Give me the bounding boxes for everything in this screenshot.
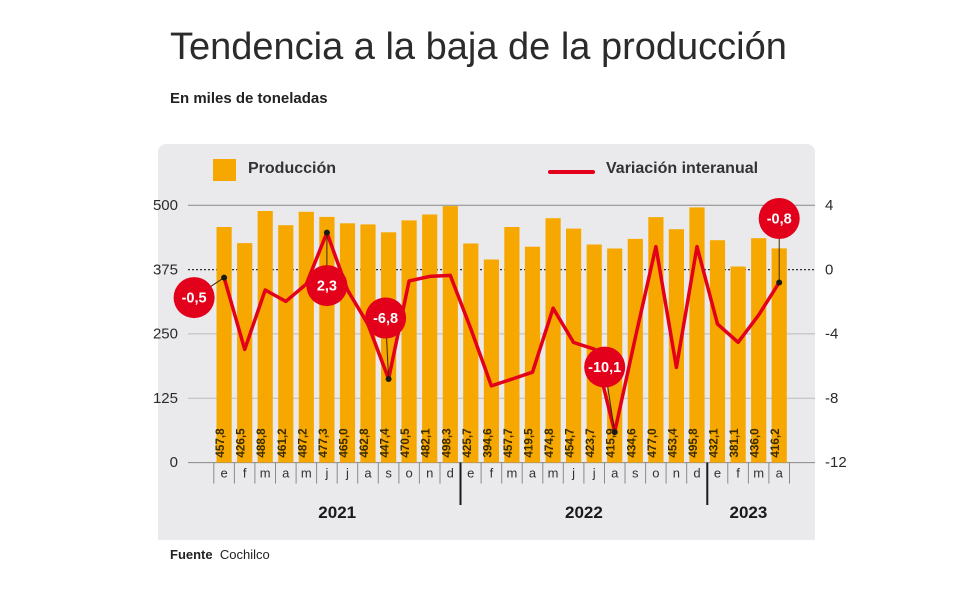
- svg-text:250: 250: [153, 326, 178, 343]
- svg-text:a: a: [776, 466, 784, 481]
- svg-text:s: s: [385, 466, 392, 481]
- svg-text:0: 0: [170, 454, 178, 471]
- svg-text:419,5: 419,5: [523, 428, 536, 458]
- svg-text:498,3: 498,3: [440, 428, 453, 458]
- svg-text:462,8: 462,8: [358, 428, 371, 458]
- svg-text:470,5: 470,5: [399, 428, 412, 458]
- svg-text:482,1: 482,1: [420, 428, 433, 458]
- svg-text:a: a: [364, 466, 372, 481]
- svg-text:500: 500: [153, 197, 178, 214]
- svg-text:-0,5: -0,5: [182, 291, 207, 307]
- svg-text:o: o: [652, 466, 659, 481]
- svg-text:m: m: [753, 466, 764, 481]
- svg-text:2022: 2022: [565, 503, 603, 522]
- svg-text:-12: -12: [825, 454, 847, 471]
- svg-text:2,3: 2,3: [317, 279, 337, 295]
- svg-text:o: o: [405, 466, 412, 481]
- svg-text:487,2: 487,2: [296, 428, 309, 458]
- svg-text:j: j: [345, 466, 349, 481]
- svg-text:-10,1: -10,1: [588, 360, 621, 376]
- svg-text:s: s: [632, 466, 639, 481]
- svg-text:416,2: 416,2: [769, 428, 782, 458]
- svg-text:423,7: 423,7: [584, 428, 597, 457]
- svg-text:-4: -4: [825, 326, 838, 343]
- svg-text:457,7: 457,7: [502, 428, 515, 457]
- svg-text:e: e: [714, 466, 721, 481]
- svg-text:e: e: [467, 466, 474, 481]
- svg-text:a: a: [282, 466, 290, 481]
- svg-text:j: j: [592, 466, 596, 481]
- svg-text:474,8: 474,8: [543, 428, 556, 458]
- svg-text:477,3: 477,3: [317, 428, 330, 458]
- svg-text:453,4: 453,4: [666, 428, 679, 458]
- svg-text:f: f: [736, 466, 740, 481]
- svg-text:447,4: 447,4: [379, 428, 392, 458]
- svg-text:f: f: [243, 466, 247, 481]
- svg-text:454,7: 454,7: [564, 428, 577, 457]
- svg-text:n: n: [673, 466, 680, 481]
- svg-text:488,8: 488,8: [255, 428, 268, 458]
- svg-text:e: e: [220, 466, 227, 481]
- svg-text:m: m: [548, 466, 559, 481]
- svg-text:465,0: 465,0: [338, 428, 351, 458]
- svg-text:-8: -8: [825, 390, 838, 407]
- svg-text:125: 125: [153, 390, 178, 407]
- svg-text:j: j: [571, 466, 575, 481]
- svg-text:434,6: 434,6: [625, 428, 638, 458]
- svg-text:0: 0: [825, 262, 833, 279]
- svg-text:2023: 2023: [729, 503, 767, 522]
- svg-text:n: n: [426, 466, 433, 481]
- svg-text:a: a: [611, 466, 619, 481]
- svg-text:477,0: 477,0: [646, 428, 659, 458]
- svg-text:-0,8: -0,8: [767, 212, 792, 228]
- svg-text:2021: 2021: [318, 503, 356, 522]
- svg-text:436,0: 436,0: [749, 428, 762, 458]
- svg-text:d: d: [447, 466, 454, 481]
- svg-text:4: 4: [825, 197, 833, 214]
- svg-text:j: j: [324, 466, 328, 481]
- svg-text:-6,8: -6,8: [373, 311, 398, 327]
- svg-text:m: m: [506, 466, 517, 481]
- svg-text:381,1: 381,1: [728, 428, 741, 458]
- svg-text:461,2: 461,2: [276, 428, 289, 458]
- svg-text:375: 375: [153, 262, 178, 279]
- svg-text:495,8: 495,8: [687, 428, 700, 458]
- svg-text:426,5: 426,5: [235, 428, 248, 458]
- svg-text:m: m: [260, 466, 271, 481]
- svg-text:457,8: 457,8: [214, 428, 227, 458]
- svg-text:432,1: 432,1: [708, 428, 721, 458]
- svg-text:a: a: [529, 466, 537, 481]
- svg-text:425,7: 425,7: [461, 428, 474, 457]
- svg-text:m: m: [301, 466, 312, 481]
- svg-text:f: f: [490, 466, 494, 481]
- svg-text:d: d: [693, 466, 700, 481]
- svg-text:394,6: 394,6: [481, 428, 494, 458]
